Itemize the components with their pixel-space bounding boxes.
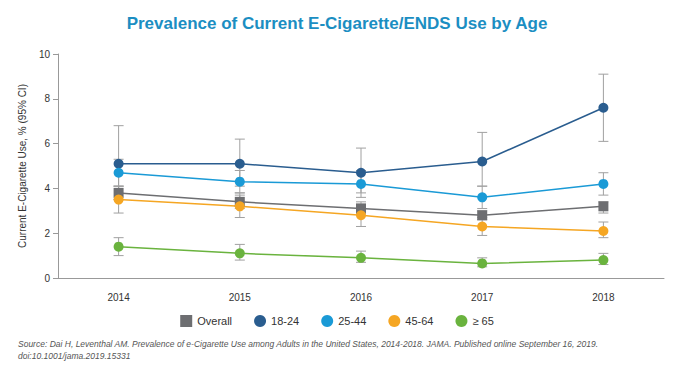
svg-text:≥ 65: ≥ 65: [472, 315, 493, 327]
svg-text:2015: 2015: [229, 292, 252, 303]
svg-text:25-44: 25-44: [338, 315, 366, 327]
svg-text:10: 10: [39, 49, 51, 60]
svg-text:2018: 2018: [592, 292, 615, 303]
svg-text:Overall: Overall: [197, 315, 232, 327]
svg-text:4: 4: [44, 183, 50, 194]
svg-text:2016: 2016: [350, 292, 373, 303]
svg-text:8: 8: [44, 93, 50, 104]
svg-text:Prevalence of Current E-Cigare: Prevalence of Current E-Cigarette/ENDS U…: [127, 14, 548, 33]
svg-text:2017: 2017: [471, 292, 494, 303]
svg-text:doi:10.1001/jama.2019.15331: doi:10.1001/jama.2019.15331: [18, 351, 131, 361]
svg-text:0: 0: [44, 273, 50, 284]
svg-text:2014: 2014: [107, 292, 130, 303]
svg-text:Current E-Cigarette Use, % (95: Current E-Cigarette Use, % (95% CI): [17, 84, 28, 248]
svg-text:6: 6: [44, 138, 50, 149]
svg-text:2: 2: [44, 228, 50, 239]
svg-text:Source: Dai H, Leventhal AM. P: Source: Dai H, Leventhal AM. Prevalence …: [18, 339, 598, 349]
svg-text:18-24: 18-24: [271, 315, 299, 327]
svg-text:45-64: 45-64: [405, 315, 433, 327]
